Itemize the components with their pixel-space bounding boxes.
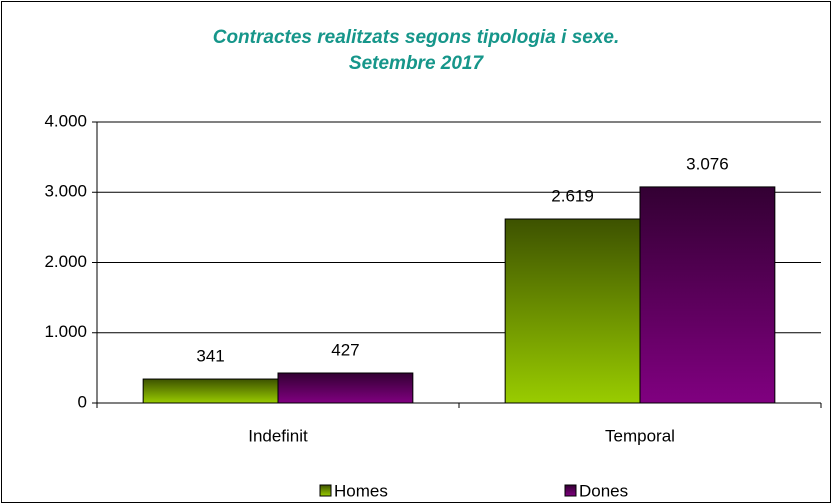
data-label: 3.076 (686, 154, 729, 173)
data-label: 427 (331, 340, 359, 359)
y-tick-label: 2.000 (44, 252, 87, 271)
legend-swatch (319, 484, 332, 497)
legend-label: Homes (334, 481, 388, 500)
bar (639, 186, 776, 404)
y-tick-label: 0 (78, 392, 87, 411)
data-label: 2.619 (551, 186, 594, 205)
data-label: 341 (196, 347, 224, 366)
legend-swatch (564, 484, 577, 497)
x-tick-label: Temporal (605, 426, 675, 445)
y-tick-label: 3.000 (44, 182, 87, 201)
y-tick-label: 1.000 (44, 322, 87, 341)
bar (142, 378, 279, 404)
x-tick-label: Indefinit (248, 426, 308, 445)
bar (504, 218, 641, 404)
chart-subtitle: Setembre 2017 (349, 53, 485, 74)
legend-label: Dones (579, 481, 628, 500)
chart-title: Contractes realitzats segons tipologia i… (213, 27, 620, 48)
bar (277, 372, 414, 404)
y-tick-label: 4.000 (44, 111, 87, 130)
